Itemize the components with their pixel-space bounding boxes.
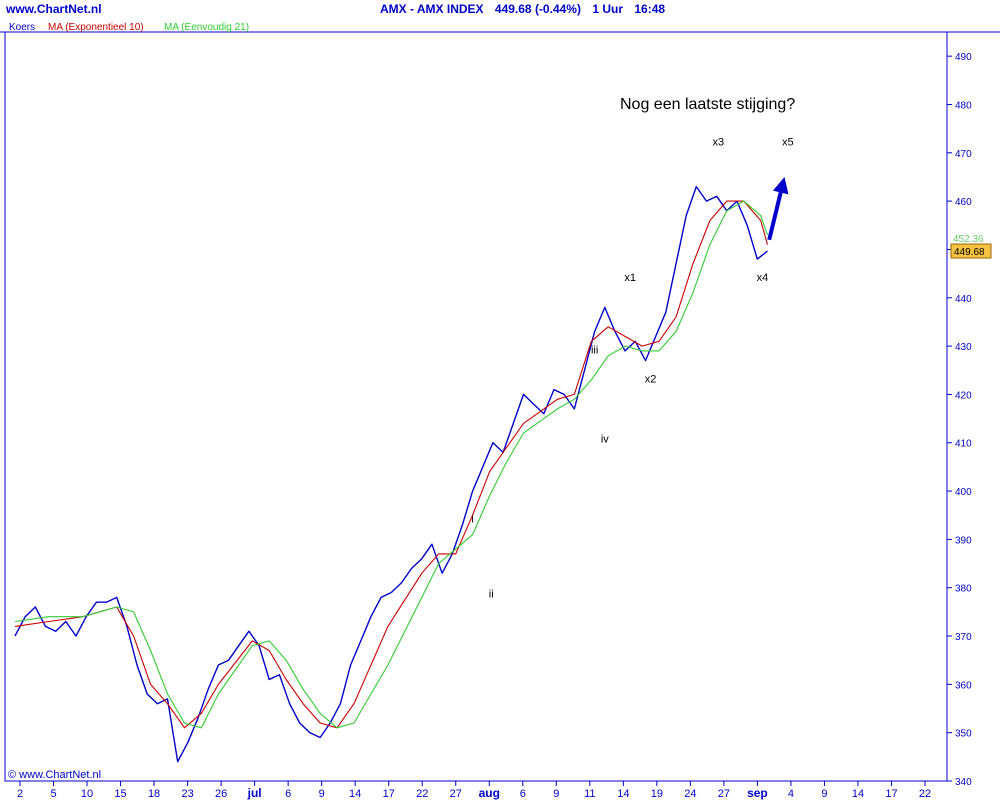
forecast-arrow-shaft	[767, 192, 783, 241]
chart-legend: Koers MA (Exponentieel 10) MA (Eenvoudig…	[9, 22, 249, 33]
x-tick-label: 6	[520, 788, 526, 800]
x-tick-label: 5	[50, 788, 56, 800]
x-tick-label: 14	[349, 788, 361, 800]
chart-header: www.ChartNet.nl AMX - AMX INDEX 449.68 (…	[0, 0, 1000, 18]
x-tick-label: 15	[114, 788, 126, 800]
x-tick-label: 17	[885, 788, 897, 800]
y-tick-label: 490	[955, 52, 972, 63]
series-layer	[14, 185, 769, 763]
legend-ema: MA (Exponentieel 10)	[48, 22, 144, 33]
chart-title: AMX - AMX INDEX 449.68 (-0.44%) 1 Uur 16…	[380, 2, 673, 16]
x-tick-label: 19	[651, 788, 663, 800]
last-change-label: 449.68 (-0.44%)	[494, 2, 581, 16]
wave-label: x2	[645, 373, 657, 385]
x-tick-label: 24	[684, 788, 696, 800]
symbol-label: AMX - AMX INDEX	[380, 2, 484, 16]
copyright-label: © www.ChartNet.nl	[8, 769, 101, 781]
x-tick-label: 10	[81, 788, 93, 800]
x-tick-label: 4	[788, 788, 794, 800]
forecast-arrow-head	[772, 177, 789, 195]
plot-border	[4, 31, 948, 782]
x-tick-label: 11	[584, 788, 595, 800]
y-tick-label: 430	[955, 342, 972, 353]
ema-series	[14, 200, 769, 729]
wave-label: x4	[757, 272, 769, 284]
x-tick-label: 14	[852, 788, 864, 800]
x-tick-label: 9	[319, 788, 325, 800]
x-tick-label: 18	[148, 788, 160, 800]
x-tick-label: 9	[821, 788, 827, 800]
x-tick-label: jul	[247, 786, 262, 800]
legend-sma: MA (Eenvoudig 21)	[164, 22, 249, 33]
x-tick-label: 14	[617, 788, 629, 800]
y-tick-label: 420	[955, 390, 972, 401]
last-value-badge-bg	[950, 243, 992, 259]
wave-label: x1	[624, 272, 636, 284]
wave-label: iii	[591, 344, 598, 356]
y-tick-label: 400	[955, 487, 972, 498]
x-tick-label: 9	[553, 788, 559, 800]
y-tick-label: 380	[955, 584, 972, 595]
wave-label: i	[471, 513, 473, 525]
x-tick-label: sep	[747, 786, 768, 800]
y-tick-label: 340	[955, 777, 972, 788]
y-axis: 3403503603703803904004104204304404504604…	[947, 52, 992, 788]
wave-label: x3	[713, 137, 725, 149]
last-value-badge: 449.68	[954, 247, 985, 258]
chart-frame	[0, 31, 1000, 782]
y-tick-label: 460	[955, 197, 972, 208]
y-tick-label: 440	[955, 294, 972, 305]
y-tick-label: 350	[955, 729, 972, 740]
interval-label: 1 Uur	[592, 2, 623, 16]
x-tick-label: 17	[383, 788, 395, 800]
legend-price: Koers	[9, 22, 35, 33]
y-tick-label: 410	[955, 439, 972, 450]
x-tick-label: 22	[416, 788, 428, 800]
x-tick-label: 26	[215, 788, 227, 800]
x-tick-label: 27	[718, 788, 730, 800]
sma-series	[14, 200, 769, 729]
chart-annotation-title: Nog een laatste stijging?	[620, 96, 795, 113]
y-tick-label: 480	[955, 100, 972, 111]
x-tick-label: 23	[181, 788, 193, 800]
price-chart[interactable]: Koers MA (Exponentieel 10) MA (Eenvoudig…	[0, 18, 1000, 800]
wave-label: iv	[601, 434, 609, 446]
y-tick-label: 360	[955, 680, 972, 691]
x-tick-label: 22	[919, 788, 931, 800]
x-axis: 2 5 10 15 18 23 26 jul 6 9 14 17 22 27 aug 6 9 11 14 19 24 27…	[17, 781, 931, 800]
y-tick-label: 390	[955, 535, 972, 546]
wave-label: ii	[489, 588, 494, 600]
wave-label: x5	[782, 137, 794, 149]
x-tick-label: 6	[285, 788, 291, 800]
x-tick-label: 27	[450, 788, 462, 800]
y-tick-label: 370	[955, 632, 972, 643]
y-tick-label: 470	[955, 149, 972, 160]
x-tick-label: 2	[17, 788, 23, 800]
price-series	[14, 185, 768, 763]
sma-value-badge: 452.36	[953, 234, 984, 245]
time-label: 16:48	[634, 2, 666, 16]
x-tick-label: aug	[479, 786, 500, 800]
site-name[interactable]: www.ChartNet.nl	[6, 2, 102, 16]
